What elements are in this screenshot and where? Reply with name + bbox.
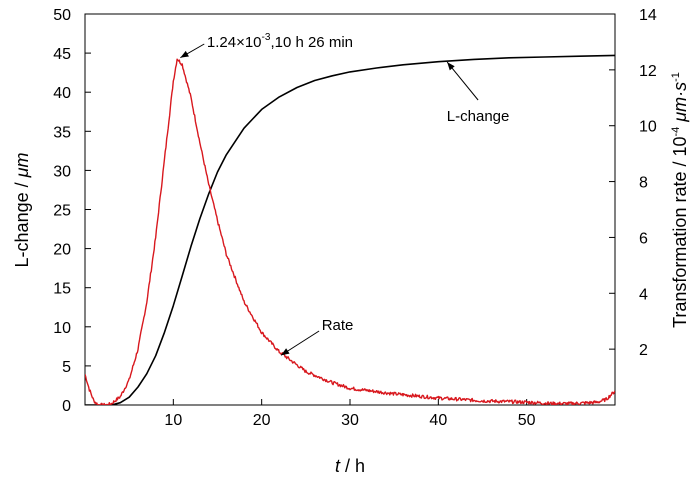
y-right-axis-title-text: Transformation rate / 10 (670, 137, 690, 328)
x-tick-label: 40 (429, 412, 447, 429)
annotation-label-rate: Rate (322, 317, 354, 334)
x-axis-ticks: 10 20 30 40 50 (164, 399, 536, 429)
x-axis-title-unit: / h (340, 456, 365, 476)
y-left-tick-label: 15 (53, 281, 71, 298)
y-right-tick-label: 12 (639, 63, 657, 80)
y-left-tick-label: 50 (53, 7, 71, 24)
y-left-tick-label: 45 (53, 46, 71, 63)
y-left-tick-label: 0 (62, 398, 71, 415)
annotation-arrow-peak-head (180, 50, 189, 58)
annotation-arrow-rate-head (281, 348, 290, 356)
annotation-arrow-l-change-shaft (446, 61, 479, 101)
y-right-axis-title-exp: -4 (670, 127, 682, 137)
y-left-axis-title-text: L-change / (12, 177, 32, 267)
annotation-peak-exp: -3 (262, 32, 271, 43)
x-tick-label: 30 (341, 412, 359, 429)
y-right-axis-title: Transformation rate / 10-4 μm·s-1 (670, 72, 690, 328)
annotation-peak-rest: ,10 h 26 min (270, 34, 353, 51)
y-left-axis-title: L-change / μm (12, 153, 32, 268)
annotation-label-peak: 1.24×10-3,10 h 26 min (207, 32, 353, 51)
annotation-label-l-change: L-change (447, 108, 510, 125)
y-right-axis-title-unit-exp: -1 (670, 72, 682, 82)
y-right-tick-label: 8 (639, 175, 648, 192)
series-line-rate (85, 58, 615, 405)
y-left-tick-label: 25 (53, 203, 71, 220)
x-axis-title: t / h (335, 456, 365, 476)
series-line-l-change (85, 54, 615, 405)
y-left-axis-title-unit: μm (12, 153, 32, 179)
x-tick-label: 20 (253, 412, 271, 429)
y-right-axis-ticks: 2 4 6 8 10 12 14 (609, 7, 657, 359)
y-right-tick-label: 6 (639, 230, 648, 247)
y-right-tick-label: 4 (639, 286, 648, 303)
y-left-tick-label: 30 (53, 163, 71, 180)
y-left-tick-label: 35 (53, 124, 71, 141)
annotation-arrow-rate (280, 330, 320, 356)
x-axis-title-var: t (335, 456, 341, 476)
y-left-tick-label: 20 (53, 242, 71, 259)
annotation-arrow-l-change (446, 61, 479, 101)
annotation-peak-base: 1.24×10 (207, 34, 262, 51)
annotation-layer: L-change Rate 1.24×10-3,10 h 26 min (180, 32, 510, 356)
y-right-axis-title-unit: μm·s (670, 82, 690, 127)
annotation-arrow-peak (180, 43, 205, 59)
series-layer (85, 54, 615, 405)
y-right-tick-label: 10 (639, 119, 657, 136)
y-right-tick-label: 14 (639, 7, 657, 24)
y-left-axis-ticks: 0 5 10 15 20 25 30 35 40 45 50 (53, 7, 91, 415)
x-tick-label: 50 (518, 412, 536, 429)
y-left-tick-label: 10 (53, 320, 71, 337)
y-right-tick-label: 2 (639, 342, 648, 359)
x-tick-label: 10 (164, 412, 182, 429)
y-left-tick-label: 40 (53, 85, 71, 102)
annotation-arrow-l-change-head (447, 62, 455, 71)
y-left-tick-label: 5 (62, 359, 71, 376)
series-clip-group (85, 54, 615, 405)
